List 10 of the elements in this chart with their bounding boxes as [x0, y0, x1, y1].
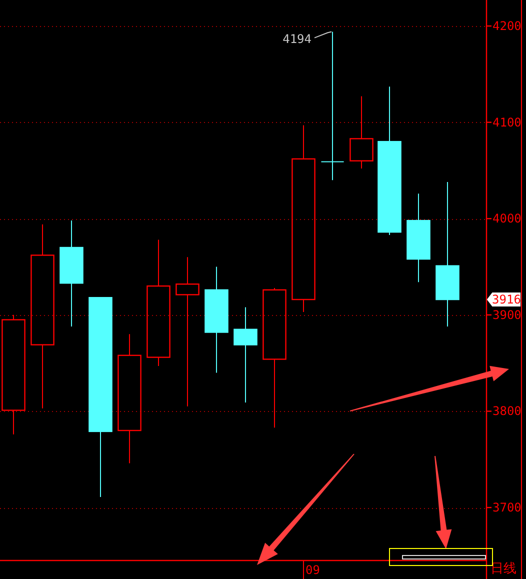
y-tick-label: 4100 — [492, 115, 522, 130]
y-tick-label: 3800 — [492, 404, 522, 418]
price-tag: 3916 — [486, 292, 521, 306]
annotation: 4194 — [282, 32, 312, 46]
y-tick-label: 4000 — [492, 212, 522, 226]
x-tick-label: 09 — [306, 563, 320, 577]
y-tick-label: 3700 — [492, 500, 522, 515]
y-tick-label: 3900 — [492, 308, 522, 322]
y-tick-label: 4200 — [492, 19, 522, 34]
peak-label: 4194 — [282, 31, 332, 46]
